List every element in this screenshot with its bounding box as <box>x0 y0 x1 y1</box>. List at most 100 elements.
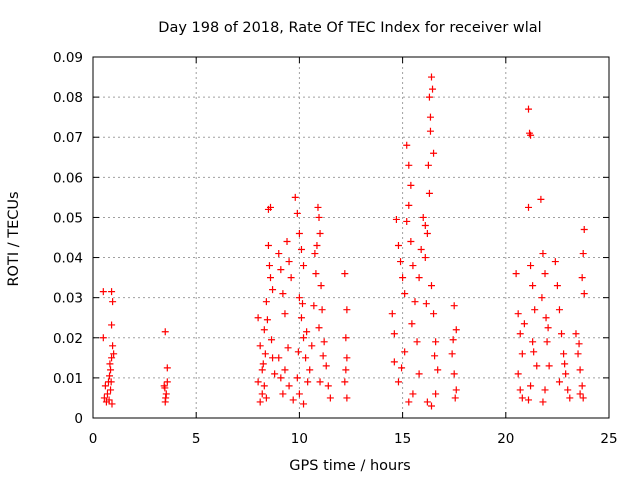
data-point <box>108 288 116 296</box>
data-point <box>408 320 416 328</box>
y-tick-label: 0.06 <box>53 170 83 186</box>
data-point <box>269 354 277 362</box>
data-point <box>106 360 114 368</box>
data-point <box>163 378 171 386</box>
data-point <box>311 250 319 258</box>
data-point <box>99 334 107 342</box>
data-point <box>343 354 351 362</box>
data-point <box>539 250 547 258</box>
data-point <box>281 366 289 374</box>
data-points <box>99 73 588 410</box>
data-point <box>258 390 266 398</box>
data-point <box>316 229 324 237</box>
y-tick-label: 0.02 <box>53 331 83 347</box>
data-point <box>562 370 570 378</box>
data-point <box>401 290 409 298</box>
data-point <box>316 378 324 386</box>
data-point <box>300 334 308 342</box>
y-tick-label: 0.04 <box>53 251 83 267</box>
data-point <box>320 338 328 346</box>
data-point <box>390 330 398 338</box>
data-point <box>544 324 552 332</box>
data-point <box>430 149 438 157</box>
data-point <box>514 310 522 318</box>
data-point <box>449 336 457 344</box>
data-point <box>277 374 285 382</box>
x-tick-label: 15 <box>394 431 411 447</box>
y-tick-label: 0.08 <box>53 90 83 106</box>
data-point <box>275 250 283 258</box>
data-point <box>553 282 561 290</box>
data-point <box>429 85 437 93</box>
data-point <box>425 93 433 101</box>
data-point <box>407 181 415 189</box>
plot-frame <box>92 56 610 419</box>
data-point <box>314 203 322 211</box>
data-point <box>341 270 349 278</box>
data-point <box>256 398 264 406</box>
data-point <box>421 254 429 262</box>
data-point <box>279 290 287 298</box>
data-point <box>551 258 559 266</box>
data-point <box>107 386 115 394</box>
data-point <box>263 316 271 324</box>
data-point <box>413 338 421 346</box>
data-point <box>304 378 312 386</box>
data-point <box>525 105 533 113</box>
data-point <box>312 270 320 278</box>
data-point <box>405 161 413 169</box>
data-point <box>539 398 547 406</box>
data-point <box>298 300 306 308</box>
data-point <box>451 394 459 402</box>
data-point <box>162 390 170 398</box>
y-tick-label: 0.07 <box>53 130 83 146</box>
x-tick-label: 20 <box>497 431 514 447</box>
data-point <box>427 402 435 410</box>
data-point <box>161 384 169 392</box>
data-point <box>284 344 292 352</box>
data-point <box>297 314 305 322</box>
data-point <box>262 298 270 306</box>
data-point <box>285 258 293 266</box>
data-point <box>529 338 537 346</box>
data-point <box>415 370 423 378</box>
data-point <box>294 348 302 356</box>
data-point <box>450 370 458 378</box>
data-point <box>531 306 539 314</box>
data-point <box>315 213 323 221</box>
x-axis-ticks: 0 5 10 15 20 25 <box>89 57 618 447</box>
data-point <box>283 238 291 246</box>
data-point <box>108 321 116 329</box>
data-point <box>100 394 108 402</box>
data-point <box>525 396 533 404</box>
data-point <box>409 262 417 270</box>
data-point <box>302 354 310 362</box>
data-point <box>392 215 400 223</box>
data-point <box>315 324 323 332</box>
data-point <box>543 338 551 346</box>
data-point <box>518 350 526 358</box>
data-point <box>530 348 538 356</box>
data-point <box>295 294 303 302</box>
data-point <box>110 350 118 358</box>
data-point <box>579 394 587 402</box>
data-point <box>426 127 434 135</box>
data-point <box>430 310 438 318</box>
data-point <box>560 350 568 358</box>
data-point <box>108 354 116 362</box>
data-point <box>289 396 297 404</box>
y-axis-ticks: 0 0.01 0.02 0.03 0.04 0.05 0.06 0.07 0.08 0.09 <box>53 50 609 427</box>
data-point <box>394 378 402 386</box>
data-point <box>109 342 117 350</box>
data-point <box>578 382 586 390</box>
data-point <box>293 374 301 382</box>
y-tick-label: 0.03 <box>53 291 83 307</box>
y-tick-label: 0.01 <box>53 371 83 387</box>
data-point <box>576 390 584 398</box>
data-point <box>108 400 116 408</box>
data-point <box>319 352 327 360</box>
x-tick-label: 5 <box>192 431 201 447</box>
data-point <box>425 189 433 197</box>
data-point <box>99 288 107 296</box>
data-point <box>514 370 522 378</box>
